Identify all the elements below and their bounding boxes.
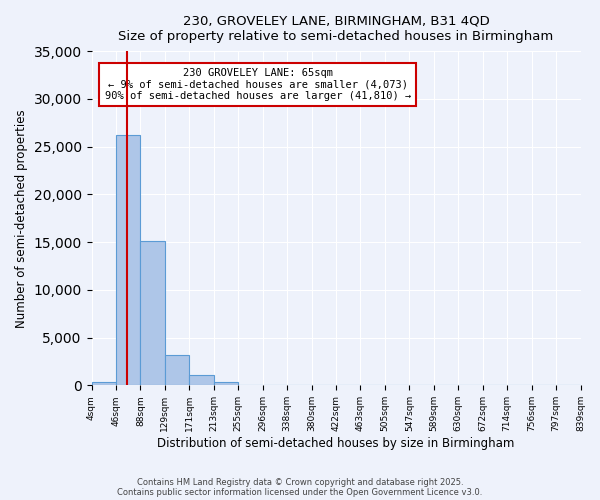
Text: Contains HM Land Registry data © Crown copyright and database right 2025.
Contai: Contains HM Land Registry data © Crown c… (118, 478, 482, 497)
X-axis label: Distribution of semi-detached houses by size in Birmingham: Distribution of semi-detached houses by … (157, 437, 515, 450)
Bar (214, 382, 238, 386)
Bar (190, 375, 214, 386)
Title: 230, GROVELEY LANE, BIRMINGHAM, B31 4QD
Size of property relative to semi-detach: 230, GROVELEY LANE, BIRMINGHAM, B31 4QD … (118, 15, 554, 43)
Bar (165, 355, 190, 386)
Bar (140, 241, 165, 386)
Y-axis label: Number of semi-detached properties: Number of semi-detached properties (15, 109, 28, 328)
Bar (92, 382, 116, 386)
Text: 230 GROVELEY LANE: 65sqm
← 9% of semi-detached houses are smaller (4,073)
90% of: 230 GROVELEY LANE: 65sqm ← 9% of semi-de… (104, 68, 411, 101)
Bar (116, 135, 140, 386)
